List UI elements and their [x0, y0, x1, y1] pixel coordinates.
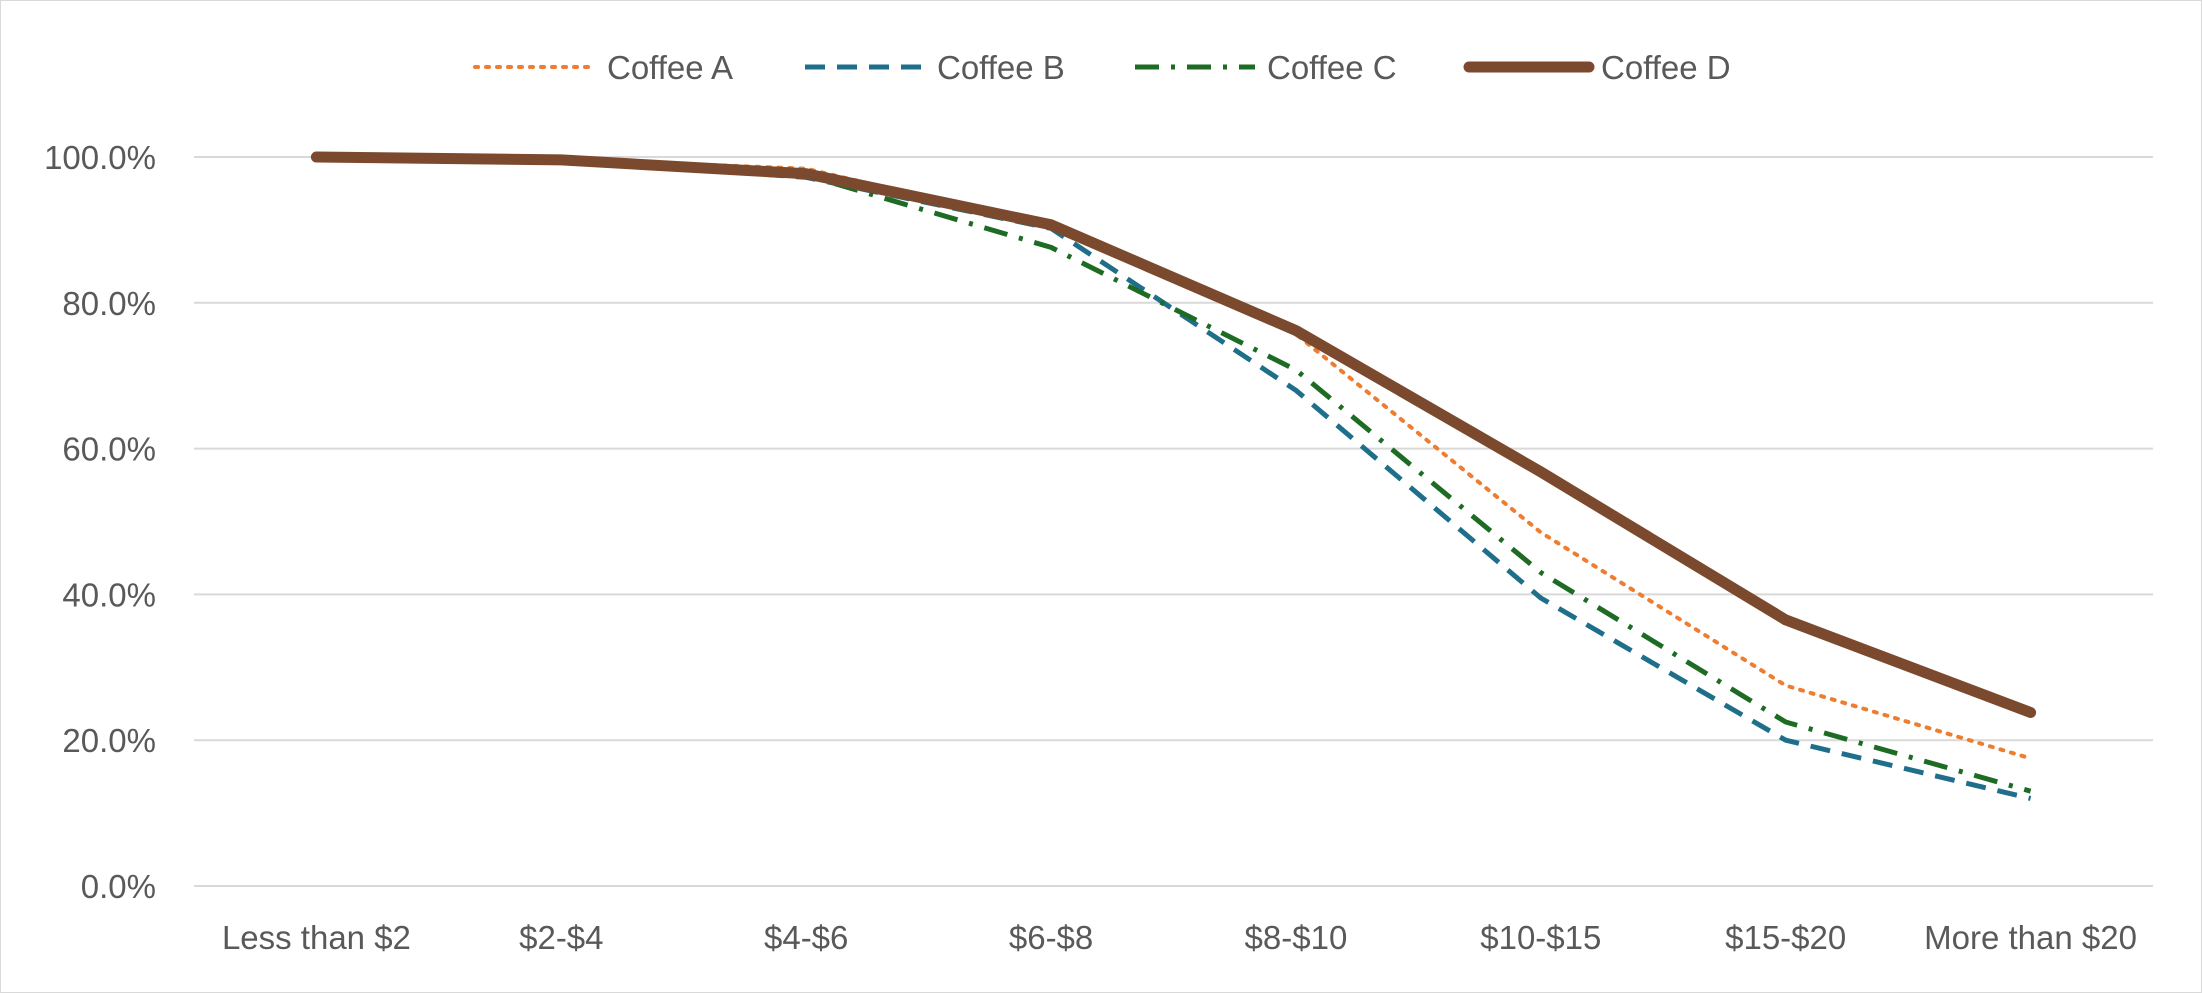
x-tick-label: $2-$4	[519, 919, 603, 956]
legend-item-coffee-b[interactable]: Coffee B	[805, 49, 1065, 86]
series-line-coffee-b	[316, 154, 2032, 801]
data-point	[2030, 757, 2032, 759]
x-tick-label: $4-$6	[764, 919, 848, 956]
x-tick-label: $6-$8	[1009, 919, 1093, 956]
x-axis: Less than $2 $2-$4 $4-$6 $6-$8 $8-$10 $10-$15…	[222, 919, 2137, 956]
y-tick-label: 40.0%	[62, 576, 156, 613]
legend-label: Coffee C	[1267, 49, 1397, 86]
legend-label: Coffee D	[1601, 49, 1731, 86]
legend-item-coffee-a[interactable]: Coffee A	[473, 49, 733, 86]
x-tick-label: $15-$20	[1725, 919, 1846, 956]
legend-label: Coffee A	[607, 49, 733, 86]
y-tick-label: 80.0%	[62, 285, 156, 322]
legend-item-coffee-c[interactable]: Coffee C	[1135, 49, 1397, 86]
x-tick-label: $10-$15	[1480, 919, 1601, 956]
y-axis: 0.0% 20.0% 40.0% 60.0% 80.0% 100.0%	[44, 139, 156, 905]
data-point	[1295, 369, 1297, 371]
gridlines	[194, 156, 2153, 887]
series-line-coffee-c	[316, 154, 2032, 794]
series-line-coffee-a	[314, 155, 2033, 761]
y-tick-label: 100.0%	[44, 139, 156, 176]
y-tick-label: 20.0%	[62, 722, 156, 759]
x-tick-label: Less than $2	[222, 919, 411, 956]
y-tick-label: 60.0%	[62, 431, 156, 468]
y-tick-label: 0.0%	[81, 868, 156, 905]
series-line-coffee-d	[310, 151, 2037, 718]
data-point	[1785, 685, 1787, 687]
series-group	[310, 151, 2037, 801]
x-tick-label: More than $20	[1924, 919, 2137, 956]
legend-item-coffee-d[interactable]: Coffee D	[1463, 49, 1731, 86]
x-tick-label: $8-$10	[1245, 919, 1348, 956]
legend-label: Coffee B	[937, 49, 1065, 86]
legend: Coffee A Coffee B Coffee C Coffee D	[473, 49, 1731, 86]
